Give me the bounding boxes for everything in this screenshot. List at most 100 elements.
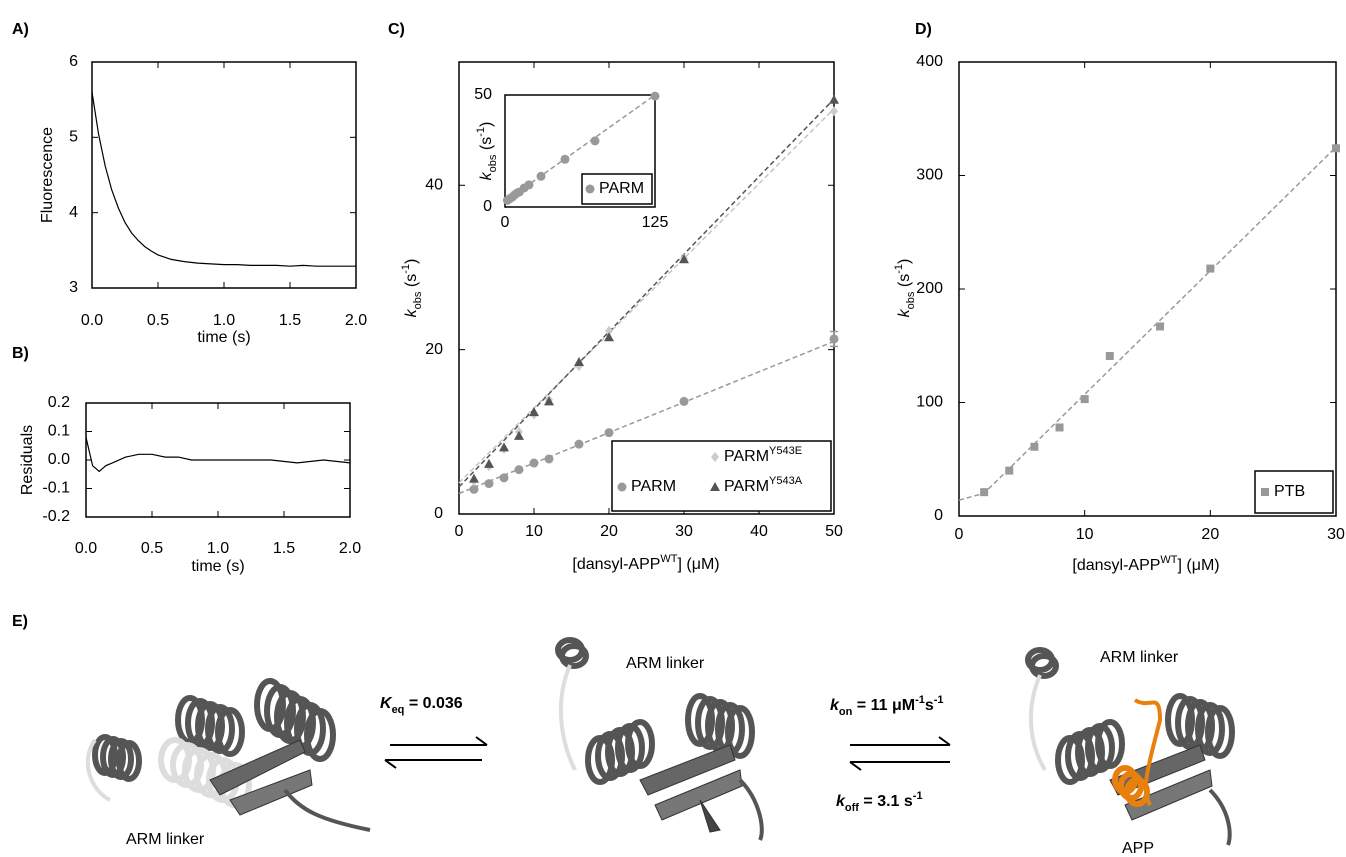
text-part: eq bbox=[392, 704, 405, 716]
legend-marker bbox=[618, 483, 627, 492]
text-part: -1 bbox=[934, 694, 944, 706]
x-tick-label: 1.5 bbox=[279, 312, 301, 329]
x-tick-label: 30 bbox=[1327, 526, 1345, 543]
y-tick-label: 300 bbox=[916, 167, 943, 184]
legend-name: PARM bbox=[631, 478, 676, 495]
text-part: -1 bbox=[893, 264, 905, 274]
marker bbox=[545, 454, 554, 463]
marker bbox=[1332, 144, 1340, 152]
structure-label: ARM linker bbox=[626, 655, 705, 672]
legend-name: PARM bbox=[599, 180, 644, 197]
x-tick-label: 0.0 bbox=[75, 540, 97, 557]
text-part: -1 bbox=[913, 790, 923, 802]
y-tick-label: 100 bbox=[916, 394, 943, 411]
y-tick-label: 50 bbox=[474, 86, 492, 103]
plot-frame bbox=[959, 62, 1336, 516]
marker bbox=[530, 459, 539, 468]
text-part: s bbox=[925, 697, 934, 714]
x-tick-label: 0.5 bbox=[141, 540, 163, 557]
x-tick-label: 10 bbox=[525, 523, 543, 540]
text-part: off bbox=[845, 802, 859, 814]
x-axis-label: [dansyl-APPWT] (μM) bbox=[572, 553, 719, 573]
equilibrium-arrows bbox=[385, 737, 950, 770]
marker bbox=[1156, 322, 1164, 330]
marker bbox=[470, 485, 479, 494]
beta-strand bbox=[700, 800, 720, 832]
off-rate: koff = 3.1 s-1 bbox=[836, 790, 923, 814]
text-part: ) bbox=[896, 259, 913, 264]
y-axis-label: Residuals bbox=[19, 425, 36, 495]
legend-superscript: Y543E bbox=[769, 445, 802, 457]
marker bbox=[1005, 467, 1013, 475]
text-part: ] (μM) bbox=[1178, 557, 1220, 574]
x-tick-label: 0 bbox=[501, 214, 510, 231]
text-part: (s bbox=[478, 137, 495, 155]
y-tick-label: 0 bbox=[934, 507, 943, 524]
equilibrium-constant: Keq = 0.036 bbox=[380, 695, 463, 716]
plot-frame bbox=[92, 62, 356, 288]
marker bbox=[651, 92, 660, 101]
text-part: obs bbox=[487, 154, 499, 172]
x-tick-label: 20 bbox=[1201, 526, 1219, 543]
text-part: WT bbox=[660, 553, 677, 565]
text-part: obs bbox=[412, 291, 424, 309]
y-tick-label: 6 bbox=[69, 53, 78, 70]
marker bbox=[561, 155, 570, 164]
legend-superscript: Y543A bbox=[769, 475, 803, 487]
arrow bbox=[850, 737, 950, 745]
y-axis-label: Fluorescence bbox=[39, 127, 56, 223]
loop bbox=[285, 790, 370, 830]
marker bbox=[500, 473, 509, 482]
marker bbox=[1106, 352, 1114, 360]
x-tick-label: 30 bbox=[675, 523, 693, 540]
on-rate: kon = 11 μM-1s-1 bbox=[830, 694, 944, 718]
text-part: = 11 μM bbox=[852, 697, 915, 714]
x-axis-label: [dansyl-APPWT] (μM) bbox=[1072, 554, 1219, 574]
legend-name: PARM bbox=[724, 478, 769, 495]
marker bbox=[1056, 423, 1064, 431]
y-axis-label: kobs (s-1) bbox=[400, 259, 424, 318]
text-part: (s bbox=[896, 274, 913, 292]
panel-label: A) bbox=[12, 21, 29, 38]
x-tick-label: 20 bbox=[600, 523, 618, 540]
y-tick-label: -0.2 bbox=[42, 508, 70, 525]
panel-label: B) bbox=[12, 345, 29, 362]
x-axis-label: time (s) bbox=[191, 558, 244, 575]
marker bbox=[591, 136, 600, 145]
figure: A)0.00.51.01.52.03456time (s)Fluorescenc… bbox=[0, 0, 1346, 857]
panel-label: D) bbox=[915, 21, 932, 38]
y-tick-label: 200 bbox=[916, 280, 943, 297]
x-tick-label: 125 bbox=[642, 214, 669, 231]
y-tick-label: 3 bbox=[69, 279, 78, 296]
y-tick-label: 0 bbox=[483, 198, 492, 215]
x-tick-label: 2.0 bbox=[345, 312, 367, 329]
x-tick-label: 1.5 bbox=[273, 540, 295, 557]
arrow bbox=[385, 760, 482, 768]
legend-name: PARM bbox=[724, 448, 769, 465]
marker bbox=[575, 440, 584, 449]
loop bbox=[740, 780, 762, 840]
marker bbox=[830, 334, 839, 343]
y-tick-label: 20 bbox=[425, 341, 443, 358]
structure-label: ARM linker bbox=[126, 831, 205, 848]
marker bbox=[485, 479, 494, 488]
x-tick-label: 10 bbox=[1076, 526, 1094, 543]
y-tick-label: -0.1 bbox=[42, 480, 70, 497]
text-part: = 3.1 s bbox=[859, 793, 913, 810]
panel-label: C) bbox=[388, 21, 405, 38]
loop bbox=[1210, 790, 1230, 845]
marker bbox=[1030, 443, 1038, 451]
text-part: -1 bbox=[475, 127, 487, 137]
panel-label: E) bbox=[12, 613, 28, 630]
y-axis-label: kobs (s-1) bbox=[893, 259, 917, 318]
text-part: ) bbox=[403, 259, 420, 264]
text-part: ] (μM) bbox=[678, 556, 720, 573]
text-part: -1 bbox=[400, 264, 412, 274]
structure-label: APP bbox=[1122, 840, 1154, 857]
x-tick-label: 0.5 bbox=[147, 312, 169, 329]
text-part: [dansyl-APP bbox=[572, 556, 660, 573]
legend-marker bbox=[1261, 488, 1269, 496]
marker bbox=[1081, 395, 1089, 403]
marker bbox=[605, 428, 614, 437]
x-axis-label: time (s) bbox=[197, 329, 250, 346]
